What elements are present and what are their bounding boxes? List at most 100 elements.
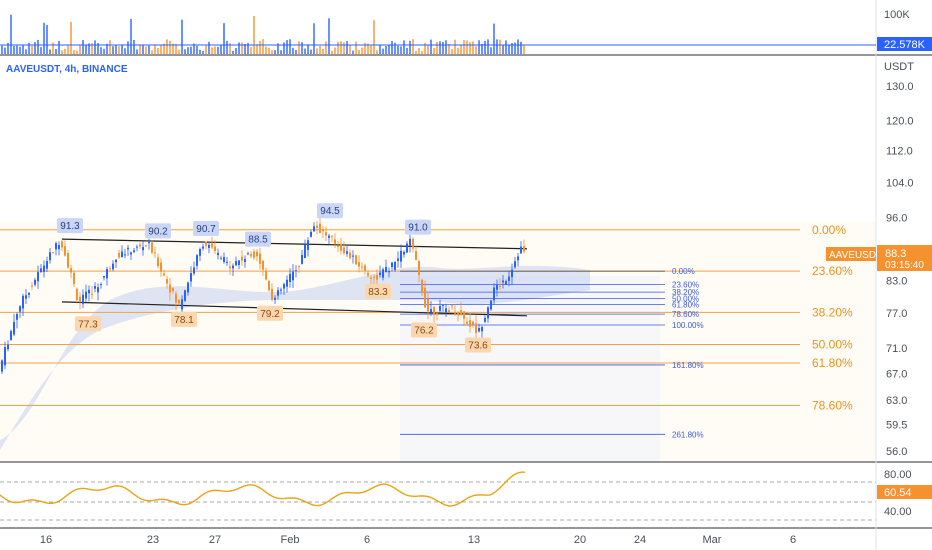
price-tick: 56.0 [886,446,907,458]
swing-low-label: 77.3 [78,319,98,330]
candle-body [187,282,189,293]
symbol-price-tag-text: AAVEUSDT [829,250,882,261]
candle-body [349,252,351,259]
volume-bar [298,41,300,54]
candle-body [193,267,195,274]
volume-current-badge [877,37,932,51]
candle-body [274,297,276,300]
swing-labels: 91.3 90.2 90.7 88.5 94.5 91.0 77.3 78.1 79.2 83.3… [57,203,491,353]
volume-bar [439,41,441,54]
candle-body [280,289,282,291]
candle-body [493,287,495,301]
fib-minor-label: 61.80% [672,301,699,310]
rsi-tick-low: 40.00 [884,506,912,518]
candle-body [49,252,51,261]
volume-bar [247,42,249,54]
candle-body [340,243,342,251]
fib-level-label: 38.20% [812,305,853,319]
volume-bar [484,40,486,54]
candle-body [490,300,492,310]
volume-bar [124,48,126,54]
candle-body [247,253,249,255]
candle-body [421,279,423,292]
volume-bar [79,44,81,54]
candle-body [13,321,15,335]
volume-bar [40,47,42,54]
candle-body [16,313,18,320]
candle-body [211,243,213,248]
candle-body [139,244,141,247]
fib-minor-label: 78.60% [672,310,699,319]
volume-bar [316,48,318,54]
volume-bar [172,43,174,54]
candle-body [70,268,72,273]
candle-body [388,271,390,273]
channel-upper [61,238,528,250]
volume-bar [142,44,144,54]
candle-body [358,262,360,267]
volume-bar [109,40,111,54]
candle-body [445,308,447,313]
candle-body [415,251,417,260]
candle-body [169,284,171,293]
candle-body [238,260,240,265]
volume-bar [112,46,114,54]
volume-bar [241,42,243,54]
volume-bar [379,44,381,54]
candle-body [175,293,177,303]
volume-bar [265,46,267,54]
price-axis[interactable]: 130.0 120.0 112.0 104.0 96.0 83.0 77.0 71.0 67.0… [886,81,914,458]
candle-body [460,309,462,316]
candle-body [202,246,204,249]
time-tick: 6 [790,534,796,546]
time-tick: 20 [574,534,586,546]
volume-bar [367,43,369,54]
volume-bar [346,41,348,54]
candle-body [205,241,207,246]
volume-bar [16,45,18,54]
volume-bar [433,48,435,54]
volume-bar [160,45,162,54]
candle-body [256,251,258,257]
fib-level-label: 50.00% [812,337,853,351]
candle-body [436,313,438,315]
volume-bar [331,50,333,54]
candle-body [79,296,81,302]
candle-body [289,273,291,282]
volume-bar [37,39,39,54]
price-tick: 130.0 [886,81,914,93]
candle-body [172,287,174,292]
volume-bar [517,39,519,54]
volume-bar [187,47,189,54]
candle-body [430,309,432,313]
rsi-indicator [0,471,876,521]
volume-bar [352,50,354,54]
volume-bar [220,44,222,54]
volume-bar [31,45,33,54]
price-tick: 112.0 [886,146,913,158]
candle-body [523,246,525,252]
fib-minor-label: 100.00% [672,321,704,330]
volume-bar [85,45,87,54]
candle-body [277,290,279,296]
candle-body [508,276,510,282]
candle-body [322,229,324,232]
candle-body [484,317,486,322]
swing-low-box [257,305,283,321]
volume-bar [256,44,258,54]
price-tick: 104.0 [886,178,914,190]
candle-body [25,295,27,299]
candle-body [355,255,357,265]
candle-body [361,266,363,268]
volume-bar [13,45,15,54]
rsi-current-badge [877,485,932,499]
swing-high-box [145,223,171,239]
swing-low-label: 79.2 [260,309,280,320]
volume-bar [154,44,156,54]
candle-body [19,306,21,312]
time-axis[interactable]: 16 23 27 Feb 6 13 20 24 Mar 6 [40,534,796,546]
price-tick: 83.0 [886,275,907,287]
candle-body [442,305,444,307]
volume-bar [211,47,213,54]
